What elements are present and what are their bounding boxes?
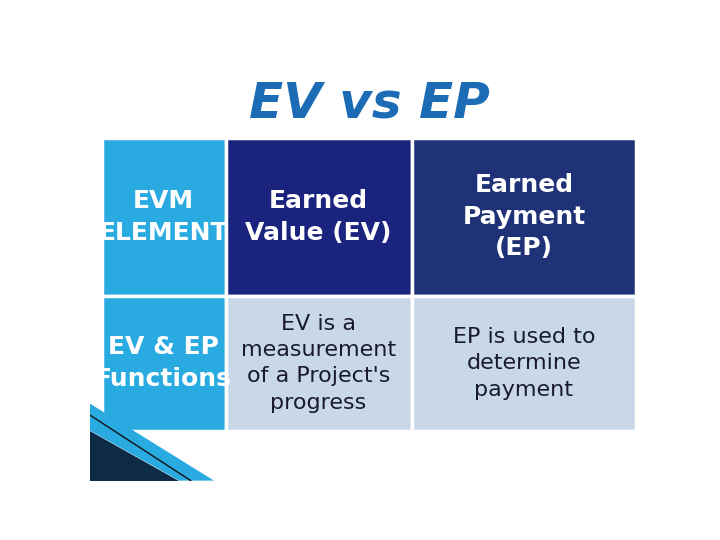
Text: EV & EP
Functions: EV & EP Functions	[95, 335, 232, 391]
Text: Earned
Value (EV): Earned Value (EV)	[246, 189, 392, 245]
Text: EV is a
measurement
of a Project's
progress: EV is a measurement of a Project's progr…	[241, 314, 396, 413]
Bar	[225, 296, 412, 430]
Polygon shape	[90, 430, 179, 481]
Text: EP is used to
determine
payment: EP is used to determine payment	[453, 327, 595, 400]
Polygon shape	[90, 403, 214, 481]
Text: Earned
Payment
(EP): Earned Payment (EP)	[462, 173, 585, 260]
Text: EV vs EP: EV vs EP	[248, 79, 490, 127]
Bar	[102, 296, 225, 430]
Bar	[412, 296, 636, 430]
Text: EVM
ELEMENT: EVM ELEMENT	[99, 189, 228, 245]
Bar	[102, 138, 225, 296]
Bar	[225, 138, 412, 296]
Bar	[412, 138, 636, 296]
